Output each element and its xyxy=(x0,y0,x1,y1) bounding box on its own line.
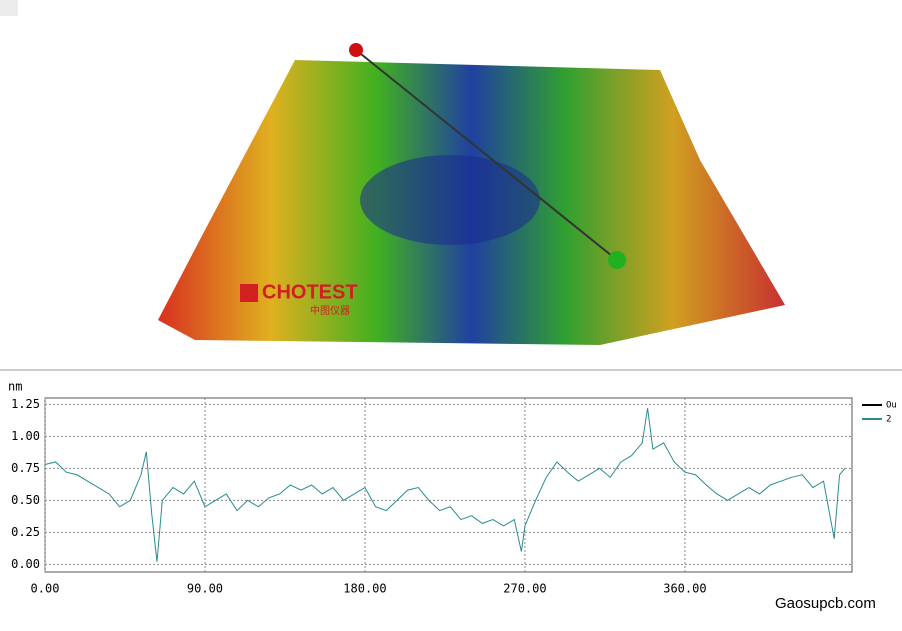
profile-line xyxy=(44,408,846,562)
profile-line xyxy=(355,49,618,261)
y-axis-label: nm xyxy=(8,380,22,394)
logo-icon xyxy=(240,284,258,302)
y-tick-label: 0.25 xyxy=(11,525,40,539)
watermark: Gaosupcb.com xyxy=(775,595,876,612)
y-tick-label: 1.00 xyxy=(11,429,40,443)
profile-start xyxy=(349,43,363,57)
y-tick-label: 0.75 xyxy=(11,461,40,475)
legend-label: 2 xyxy=(886,415,891,425)
legend-label: Ou xyxy=(886,401,897,411)
profile-end xyxy=(608,251,626,269)
x-tick-label: 0.00 xyxy=(31,582,60,596)
corner-tab xyxy=(0,0,18,16)
x-tick-label: 90.00 xyxy=(187,582,223,596)
x-tick-label: 360.00 xyxy=(663,582,706,596)
logo-text: CHOTEST xyxy=(262,281,358,303)
plot-frame xyxy=(44,397,853,573)
y-tick-label: 0.50 xyxy=(11,493,40,507)
y-tick-label: 1.25 xyxy=(11,397,40,411)
y-tick-label: 0.00 xyxy=(11,557,40,571)
surface-valley xyxy=(360,155,540,245)
logo-cn: 中图仪器 xyxy=(310,304,350,317)
x-tick-label: 270.00 xyxy=(503,582,546,596)
x-tick-label: 180.00 xyxy=(343,582,386,596)
